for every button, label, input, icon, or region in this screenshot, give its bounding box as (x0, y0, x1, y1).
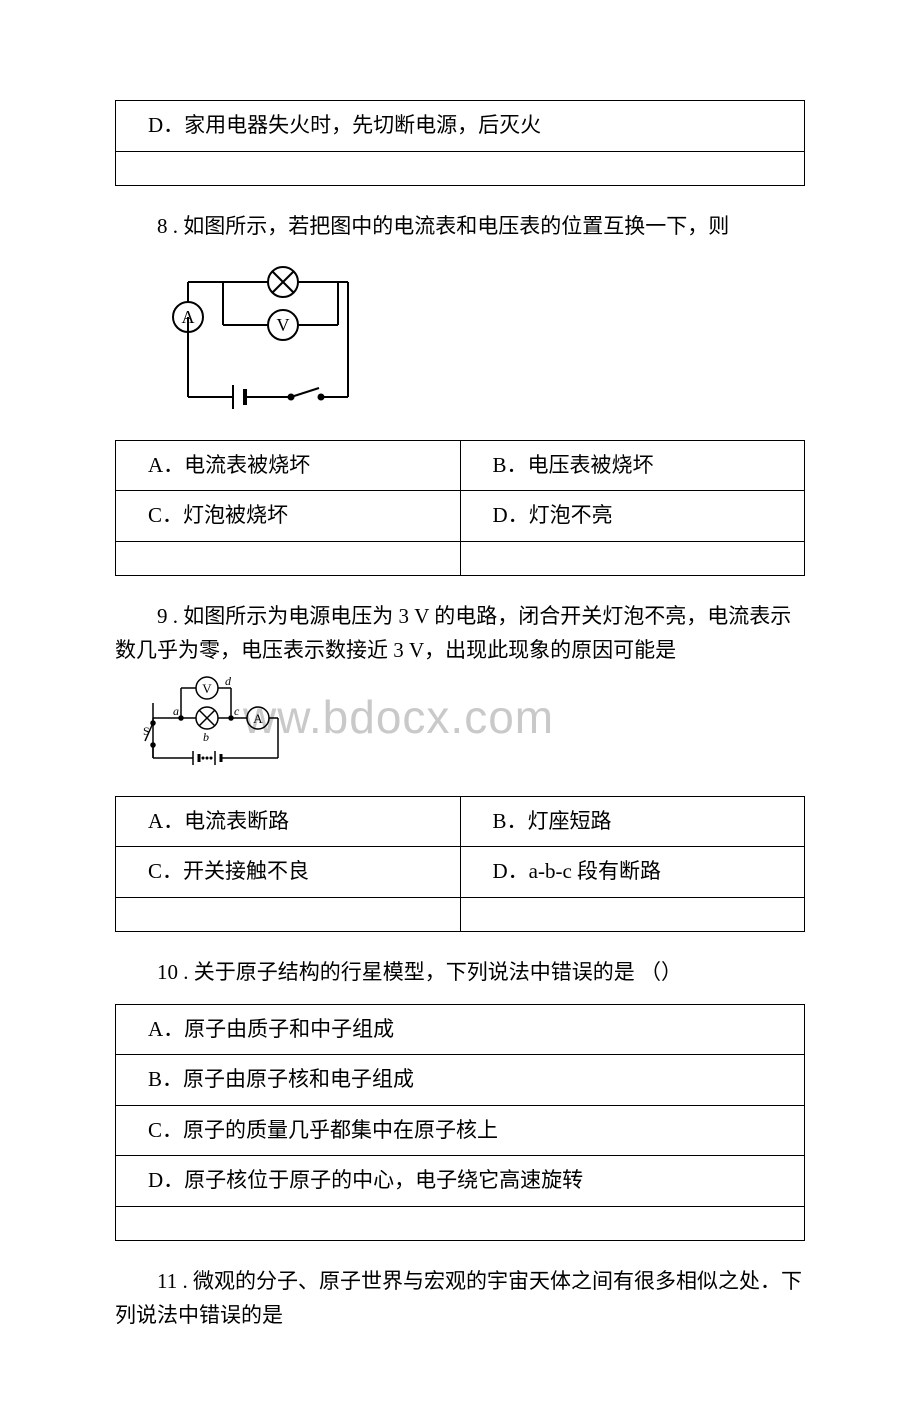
q8-circuit-svg: A V (143, 257, 363, 417)
q9-a-label: A (253, 711, 263, 726)
q10-option-d: D．原子核位于原子的中心，电子绕它高速旋转 (116, 1156, 805, 1207)
q9-option-d: D．a-b-c 段有断路 (460, 847, 805, 898)
q8-diagram: A V (143, 257, 805, 428)
q11-text: 11 . 微观的分子、原子世界与宏观的宇宙天体之间有很多相似之处．下列说法中错误… (115, 1265, 805, 1332)
q9-empty-cell-2 (460, 897, 805, 931)
q8-option-c: C．灯泡被烧坏 (116, 491, 461, 542)
q10-option-c: C．原子的质量几乎都集中在原子核上 (116, 1105, 805, 1156)
q9-option-c: C．开关接触不良 (116, 847, 461, 898)
q9-label-s: S (143, 724, 150, 738)
q7-empty-cell (116, 151, 805, 185)
q8-option-b: B．电压表被烧坏 (460, 440, 805, 491)
q8-text: 8 . 如图所示，若把图中的电流表和电压表的位置互换一下，则 (115, 210, 805, 244)
q9-label-a: a (173, 704, 179, 718)
q9-text: 9 . 如图所示为电源电压为 3 V 的电路，闭合开关灯泡不亮，电流表示数几乎为… (115, 600, 805, 667)
q9-option-b: B．灯座短路 (460, 796, 805, 847)
q9-option-a: A．电流表断路 (116, 796, 461, 847)
q9-label-c: c (234, 704, 240, 718)
q8-empty-cell-2 (460, 541, 805, 575)
q8-option-d: D．灯泡不亮 (460, 491, 805, 542)
q10-option-b: B．原子由原子核和电子组成 (116, 1055, 805, 1106)
q9-v-label: V (202, 681, 212, 696)
q8-options-table: A．电流表被烧坏 B．电压表被烧坏 C．灯泡被烧坏 D．灯泡不亮 (115, 440, 805, 576)
q10-empty-cell (116, 1206, 805, 1240)
q8-empty-cell-1 (116, 541, 461, 575)
q8-ammeter-label: A (182, 307, 195, 327)
q10-text: 10 . 关于原子结构的行星模型，下列说法中错误的是 （） (115, 956, 805, 990)
q10-options-table: A．原子由质子和中子组成 B．原子由原子核和电子组成 C．原子的质量几乎都集中在… (115, 1004, 805, 1241)
q9-circuit-svg: V A a b c d S (143, 673, 293, 773)
q7-options-table: D．家用电器失火时，先切断电源，后灭火 (115, 100, 805, 186)
q9-empty-cell-1 (116, 897, 461, 931)
q9-options-table: A．电流表断路 B．灯座短路 C．开关接触不良 D．a-b-c 段有断路 (115, 796, 805, 932)
q7-option-d: D．家用电器失火时，先切断电源，后灭火 (116, 101, 805, 152)
q9-diagram: V A a b c d S (143, 673, 805, 784)
q8-voltmeter-label: V (277, 315, 290, 335)
q10-option-a: A．原子由质子和中子组成 (116, 1004, 805, 1055)
q9-label-b: b (203, 730, 209, 744)
q9-label-d: d (225, 674, 232, 688)
q8-option-a: A．电流表被烧坏 (116, 440, 461, 491)
